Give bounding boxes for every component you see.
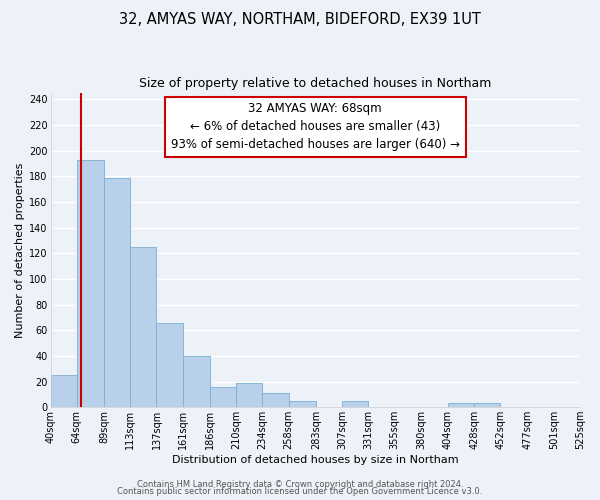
Bar (104, 178, 130, 407)
Text: Contains HM Land Registry data © Crown copyright and database right 2024.: Contains HM Land Registry data © Crown c… (137, 480, 463, 489)
Text: 32 AMYAS WAY: 68sqm
← 6% of detached houses are smaller (43)
93% of semi-detache: 32 AMYAS WAY: 68sqm ← 6% of detached hou… (171, 102, 460, 152)
Bar (236, 383, 262, 407)
Bar (157, 322, 182, 407)
Bar (342, 401, 368, 407)
Bar (130, 247, 157, 407)
Text: Contains public sector information licensed under the Open Government Licence v3: Contains public sector information licen… (118, 487, 482, 496)
Title: Size of property relative to detached houses in Northam: Size of property relative to detached ho… (139, 78, 491, 90)
Bar (182, 356, 210, 407)
Bar (289, 401, 316, 407)
Bar (262, 393, 289, 407)
Bar (448, 404, 474, 407)
Y-axis label: Number of detached properties: Number of detached properties (15, 162, 25, 338)
Bar (77, 160, 104, 407)
Bar (50, 375, 77, 407)
Text: 32, AMYAS WAY, NORTHAM, BIDEFORD, EX39 1UT: 32, AMYAS WAY, NORTHAM, BIDEFORD, EX39 1… (119, 12, 481, 28)
X-axis label: Distribution of detached houses by size in Northam: Distribution of detached houses by size … (172, 455, 458, 465)
Bar (210, 386, 236, 407)
Bar (474, 404, 500, 407)
